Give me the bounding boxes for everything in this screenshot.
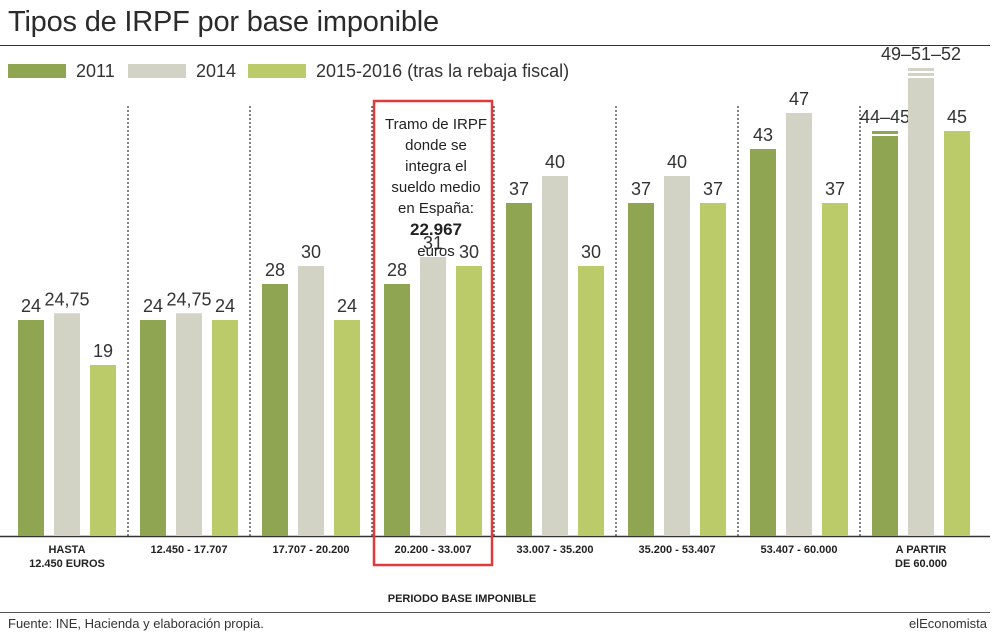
x-tick-label: 35.200 - 53.407 — [638, 544, 715, 556]
bar-value-label: 24 — [215, 296, 235, 316]
bar — [578, 266, 604, 536]
x-tick-label: DE 60.000 — [895, 558, 947, 570]
annotation-line: euros — [417, 243, 455, 260]
bar-value-label: 24,75 — [44, 289, 89, 309]
annotation-line: integra el — [405, 158, 467, 175]
bar-value-label: 31 — [423, 233, 443, 253]
bar — [298, 266, 324, 536]
bar-value-label: 45 — [947, 107, 967, 127]
legend-label-2015-2016: 2015-2016 (tras la rebaja fiscal) — [316, 60, 570, 81]
highlight-annotation: Tramo de IRPF donde se integra el sueldo… — [376, 114, 496, 262]
annotation-value: 22.967 — [376, 219, 496, 241]
bar — [212, 320, 238, 536]
legend-swatch-2014 — [128, 64, 186, 78]
bar — [908, 68, 934, 536]
bar-value-label: 40 — [667, 152, 687, 172]
bar-value-label: 24 — [143, 296, 163, 316]
bar-value-label: 30 — [459, 242, 479, 262]
bar-value-label: 37 — [509, 179, 529, 199]
source-note: Fuente: INE, Hacienda y elaboración prop… — [8, 616, 264, 631]
annotation-line: sueldo medio — [391, 179, 481, 196]
legend-label-2011: 2011 — [76, 60, 115, 81]
bar — [628, 203, 654, 536]
bar — [822, 203, 848, 536]
bar-value-label: 28 — [265, 260, 285, 280]
bar — [384, 284, 410, 536]
bar — [420, 257, 446, 536]
bar-value-label: 24 — [21, 296, 41, 316]
bar — [456, 266, 482, 536]
title-divider — [0, 45, 990, 46]
bar — [18, 320, 44, 536]
legend-item-2015-2016: 2015-2016 (tras la rebaja fiscal) — [248, 58, 569, 84]
bar — [262, 284, 288, 536]
bar — [944, 131, 970, 536]
bar-value-label: 40 — [545, 152, 565, 172]
bar — [54, 313, 80, 536]
chart-title: Tipos de IRPF por base imponible — [8, 6, 439, 38]
x-tick-label: 20.200 - 33.007 — [394, 544, 471, 556]
x-tick-label: 12.450 EUROS — [29, 558, 105, 570]
x-tick-label: 53.407 - 60.000 — [760, 544, 837, 556]
bar — [664, 176, 690, 536]
annotation-line: Tramo de IRPF — [385, 116, 487, 133]
x-axis-title: PERIODO BASE IMPONIBLE — [388, 593, 537, 605]
legend-item-2014: 2014 — [128, 58, 236, 84]
legend-swatch-2011 — [8, 64, 66, 78]
annotation-line: en España: — [398, 200, 474, 217]
bar-value-label: 47 — [789, 89, 809, 109]
bar — [140, 320, 166, 536]
bar-value-label: 30 — [301, 242, 321, 262]
bar-value-label: 37 — [703, 179, 723, 199]
bar — [786, 113, 812, 536]
bar-value-label: 19 — [93, 341, 113, 361]
bar — [872, 131, 898, 536]
x-tick-label: 17.707 - 20.200 — [272, 544, 349, 556]
x-tick-label: HASTA — [48, 544, 85, 556]
x-tick-label: 33.007 - 35.200 — [516, 544, 593, 556]
annotation-line: donde se — [405, 137, 467, 154]
annotation-value-number: 22.967 — [410, 220, 462, 239]
bar-value-label: 37 — [631, 179, 651, 199]
bar-value-label: 30 — [581, 242, 601, 262]
bar-value-label: 44–45 — [860, 107, 910, 127]
bar-value-label: 49–51–52 — [881, 44, 961, 64]
legend-label-2014: 2014 — [196, 60, 237, 81]
bar-value-label: 43 — [753, 125, 773, 145]
bar-value-label: 37 — [825, 179, 845, 199]
x-tick-label: A PARTIR — [896, 544, 947, 556]
bar — [90, 365, 116, 536]
bar-value-label: 24,75 — [166, 289, 211, 309]
bar — [700, 203, 726, 536]
x-tick-label: 12.450 - 17.707 — [150, 544, 227, 556]
bar — [542, 176, 568, 536]
bar-value-label: 24 — [337, 296, 357, 316]
brand-logo-text: elEconomista — [908, 616, 987, 631]
bar-value-label: 28 — [387, 260, 407, 280]
bar — [750, 149, 776, 536]
footer-divider — [0, 612, 990, 613]
legend-swatch-2015-2016 — [248, 64, 306, 78]
legend-item-2011: 2011 — [8, 58, 115, 84]
highlight-box — [372, 99, 494, 567]
bar — [334, 320, 360, 536]
bar — [176, 313, 202, 536]
bar — [506, 203, 532, 536]
